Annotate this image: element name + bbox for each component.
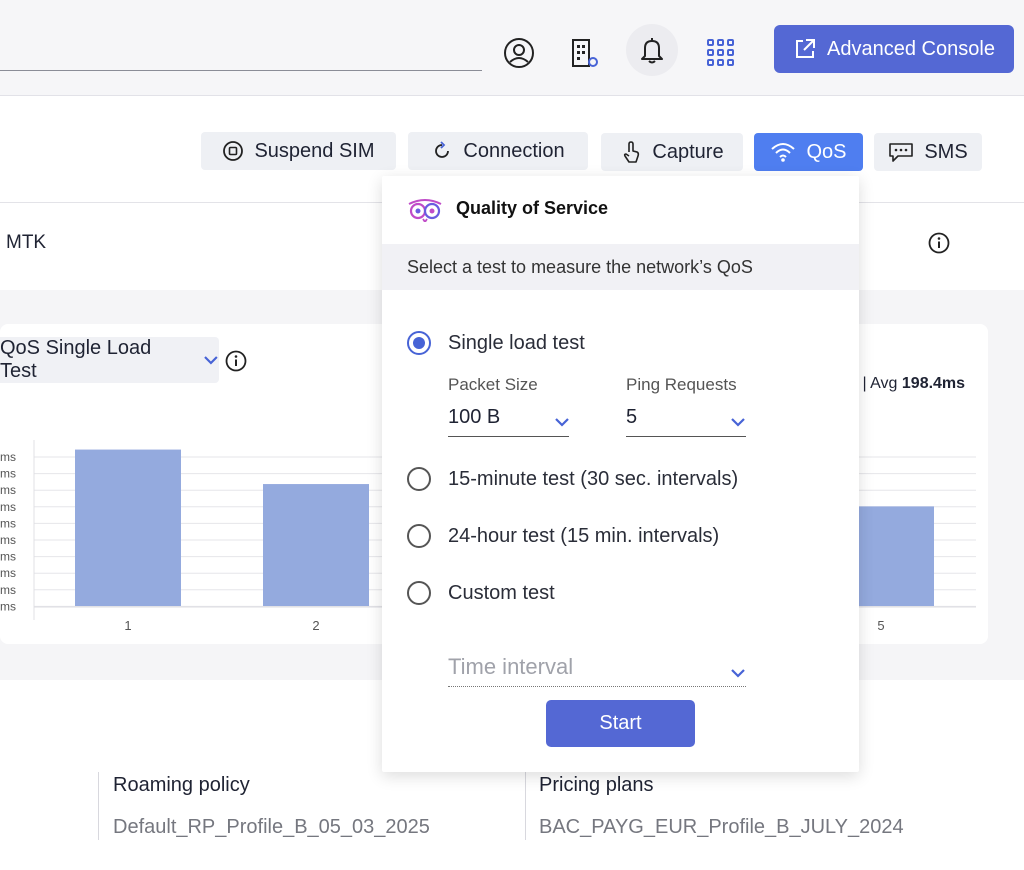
average-latency: s | Avg 198.4ms	[850, 375, 965, 393]
custom-test-option[interactable]: Custom test	[448, 582, 555, 604]
time-interval-underline	[448, 686, 746, 687]
ping-requests-underline	[626, 436, 746, 437]
chevron-down-icon[interactable]	[730, 665, 746, 683]
twenty-four-hour-option[interactable]: 24-hour test (15 min. intervals)	[448, 525, 720, 547]
capture-button[interactable]: Capture	[601, 133, 743, 171]
pricing-plans-label: Pricing plans	[539, 774, 654, 796]
qos-title: Quality of Service	[456, 198, 609, 218]
y-tick-label: ms	[0, 566, 16, 580]
x-tick-label: 1	[124, 618, 131, 633]
info-icon[interactable]	[928, 232, 950, 259]
x-tick-label: 5	[877, 618, 884, 633]
average-value: 198.4ms	[901, 375, 966, 392]
start-label: Start	[599, 712, 642, 734]
bell-icon[interactable]	[626, 24, 678, 76]
qos-subtitle: Select a test to measure the network’s Q…	[382, 244, 859, 290]
sms-label: SMS	[924, 140, 968, 163]
top-header: Advanced Console	[0, 0, 1024, 96]
y-tick-label: ms	[0, 467, 16, 481]
x-tick-label: 2	[312, 618, 319, 633]
external-link-icon	[796, 39, 816, 58]
apps-grid-icon[interactable]	[698, 30, 744, 76]
packet-size-label: Packet Size	[448, 375, 538, 394]
wifi-icon	[771, 143, 796, 162]
y-tick-label: ms	[0, 500, 16, 514]
time-interval-select[interactable]: Time interval	[448, 654, 574, 679]
y-tick-label: ms	[0, 483, 16, 497]
y-tick-label: ms	[0, 533, 16, 547]
bar-2	[263, 484, 369, 606]
chevron-down-icon[interactable]	[554, 414, 570, 432]
test-type-value: QoS Single Load Test	[0, 337, 152, 382]
average-prefix: s | Avg	[850, 375, 902, 392]
chevron-down-icon	[204, 356, 218, 365]
pricing-plans-value: BAC_PAYG_EUR_Profile_B_JULY_2024	[539, 816, 904, 838]
test-info-icon[interactable]	[225, 350, 247, 377]
suspend-icon	[223, 141, 244, 161]
user-circle-icon[interactable]	[496, 30, 542, 76]
y-tick-label: ms	[0, 583, 16, 597]
packet-size-underline	[448, 436, 569, 437]
qos-button[interactable]: QoS	[754, 133, 863, 171]
search-input-underline[interactable]	[0, 70, 482, 71]
qos-popover: Quality of Service Select a test to meas…	[382, 176, 859, 772]
fifteen-minute-option[interactable]: 15-minute test (30 sec. intervals)	[448, 468, 739, 490]
operator-name: MTK	[6, 232, 47, 253]
test-type-select[interactable]: QoS Single Load Test	[0, 337, 219, 383]
owl-logo-icon	[406, 198, 444, 227]
column-divider	[525, 772, 526, 840]
building-settings-icon[interactable]	[560, 30, 606, 76]
tap-hand-icon	[624, 141, 640, 163]
start-button[interactable]: Start	[546, 700, 695, 747]
y-tick-label: ms	[0, 516, 16, 530]
chevron-down-icon[interactable]	[730, 414, 746, 432]
column-divider	[98, 772, 99, 840]
fifteen-minute-radio[interactable]	[407, 467, 431, 491]
connection-button[interactable]: Connection	[408, 132, 588, 170]
packet-size-value[interactable]: 100 B	[448, 406, 501, 428]
y-tick-label: ms	[0, 450, 16, 464]
y-tick-label: ms	[0, 550, 16, 564]
suspend-sim-button[interactable]: Suspend SIM	[201, 132, 396, 170]
roaming-policy-label: Roaming policy	[113, 774, 250, 796]
connection-label: Connection	[463, 139, 565, 162]
twenty-four-hour-radio[interactable]	[407, 524, 431, 548]
roaming-policy-value: Default_RP_Profile_B_05_03_2025	[113, 816, 430, 838]
single-load-radio[interactable]	[407, 331, 431, 355]
sms-button[interactable]: SMS	[874, 133, 982, 171]
bar-1	[75, 449, 181, 606]
advanced-console-button[interactable]: Advanced Console	[774, 25, 1014, 73]
chat-bubble-icon	[889, 143, 914, 162]
y-tick-label: ms	[0, 599, 16, 613]
single-load-option[interactable]: Single load test	[448, 332, 585, 354]
custom-test-radio[interactable]	[407, 581, 431, 605]
advanced-console-label: Advanced Console	[827, 37, 995, 60]
refresh-icon	[435, 141, 450, 158]
qos-label: QoS	[806, 140, 847, 163]
ping-requests-label: Ping Requests	[626, 375, 737, 394]
qos-subtitle-text: Select a test to measure the network’s Q…	[407, 256, 753, 277]
ping-requests-value[interactable]: 5	[626, 406, 638, 428]
capture-label: Capture	[652, 140, 724, 163]
suspend-sim-label: Suspend SIM	[254, 139, 375, 162]
